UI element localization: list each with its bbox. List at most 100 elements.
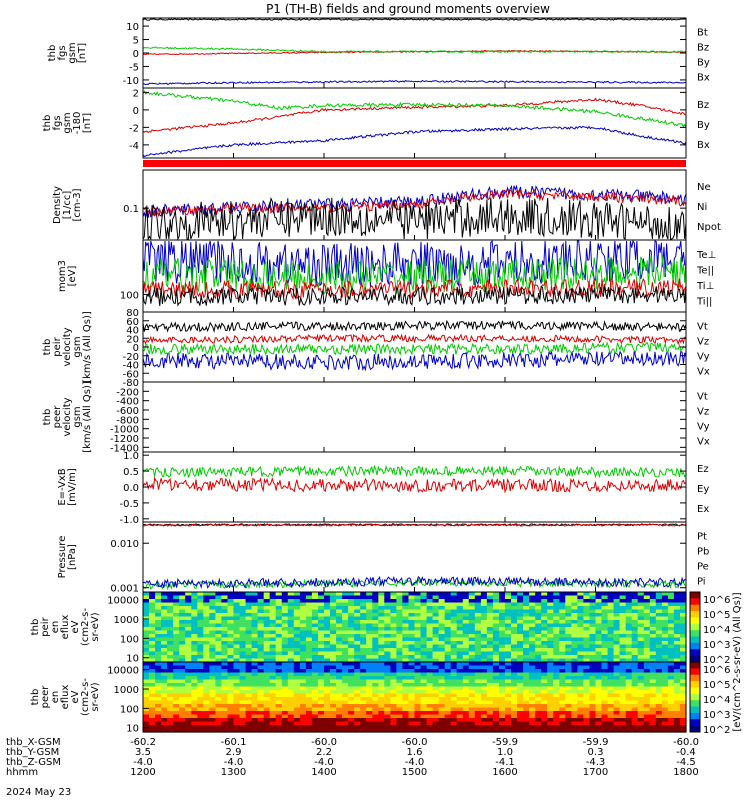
spectrogram-cell [414, 683, 422, 688]
spectrogram-cell [583, 690, 590, 695]
spectrogram-cell [649, 679, 657, 684]
spectrogram-cell [155, 679, 162, 684]
spectrogram-cell [318, 641, 325, 646]
spectrogram-cell [143, 641, 150, 646]
spectrogram-cell [589, 651, 597, 656]
spectrogram-cell [486, 683, 494, 688]
spectrogram-cell [257, 651, 265, 656]
spectrogram-cell [529, 721, 536, 726]
spectrogram-cell [420, 704, 428, 709]
spectrogram-cell [577, 711, 584, 716]
spectrogram-cell [547, 644, 554, 649]
spectrogram-cell [589, 693, 597, 698]
spectrogram-cell [336, 704, 343, 709]
spectrogram-cell [197, 704, 204, 709]
spectrogram-cell [191, 718, 198, 723]
spectrogram-cell [275, 651, 283, 656]
spectrogram-cell [173, 686, 180, 691]
spectrogram-cell [673, 679, 681, 684]
spectrogram-cell [667, 644, 675, 649]
spectrogram-cell [595, 634, 603, 639]
spectrogram-cell [607, 725, 615, 730]
colorbar-frame [689, 661, 701, 733]
spectrogram-cell [155, 658, 162, 663]
spectrogram-cell [631, 676, 639, 681]
spectrogram-cell [330, 613, 337, 618]
spectrogram-cell [559, 704, 566, 709]
y-axis-label: (cm2-s- [80, 678, 91, 716]
spectrogram-cell [438, 648, 446, 653]
spectrogram-cell [263, 648, 271, 653]
spectrogram-cell [179, 721, 186, 726]
spectrogram-cell [492, 627, 500, 632]
spectrogram-cell [480, 602, 488, 607]
spectrogram-cell [511, 651, 518, 656]
spectrogram-cell [311, 683, 319, 688]
spectrogram-cell [529, 686, 536, 691]
spectrogram-cell [420, 669, 428, 674]
spectrogram-cell [601, 693, 609, 698]
colorbar-swatch [690, 712, 700, 720]
spectrogram-cell [360, 728, 367, 733]
spectrogram-cell [209, 602, 216, 607]
spectrogram-cell [667, 683, 675, 688]
spectrogram-cell [667, 697, 675, 702]
spectrogram-cell [547, 651, 554, 656]
spectrogram-cell [384, 676, 391, 681]
spectrogram-cell [293, 704, 301, 709]
y-axis-label: [nT] [82, 113, 93, 133]
spectrogram-cell [523, 662, 530, 667]
spectrogram-cell [269, 728, 277, 733]
spectrogram-cell [402, 679, 409, 684]
spectrogram-cell [499, 679, 506, 684]
spectrogram-cell [625, 595, 633, 600]
spectrogram-cell [402, 648, 409, 653]
spectrogram-cell [360, 613, 367, 618]
spectrogram-cell [571, 662, 578, 667]
spectrogram-cell [523, 693, 530, 698]
spectrogram-cell [492, 665, 500, 670]
spectrogram-cell [390, 704, 397, 709]
spectrogram-cell [607, 686, 615, 691]
spectrogram-cell [583, 616, 590, 621]
spectrogram-cell [167, 707, 174, 712]
spectrogram-cell [589, 616, 597, 621]
spectrogram-cell [336, 721, 343, 726]
spectrogram-cell [583, 669, 590, 674]
spectrogram-cell [233, 616, 241, 621]
spectrogram-cell [239, 665, 247, 670]
spectrogram-cell [517, 595, 524, 600]
spectrogram-cell [462, 648, 470, 653]
spectrogram-cell [245, 665, 253, 670]
spectrogram-cell [547, 676, 554, 681]
spectrogram-cell [360, 662, 367, 667]
panel-1 [142, 17, 687, 89]
spectrogram-cell [191, 693, 198, 698]
spectrogram-cell [511, 592, 518, 597]
spectrogram-cell [209, 616, 216, 621]
spectrogram-cell [209, 665, 216, 670]
spectrogram-cell [311, 669, 319, 674]
spectrogram-cell [613, 697, 621, 702]
spectrogram-cell [565, 623, 572, 628]
spectrogram-cell [311, 637, 319, 642]
spectrogram-cell [680, 714, 687, 719]
spectrogram-cell [366, 704, 373, 709]
spectrogram-cell [197, 721, 204, 726]
spectrogram-cell [607, 693, 615, 698]
spectrogram-cell [571, 630, 578, 635]
spectrogram-cell [179, 606, 186, 611]
spectrogram-cell [565, 599, 572, 604]
spectrogram-cell [559, 672, 566, 677]
spectrogram-cell [263, 595, 271, 600]
spectrogram-cell [221, 648, 228, 653]
spectrogram-cell [468, 700, 476, 705]
spectrogram-cell [462, 599, 470, 604]
spectrogram-cell [547, 613, 554, 618]
colorbar-swatch [690, 674, 700, 682]
spectrogram-cell [143, 676, 150, 681]
spectrogram-cell [450, 690, 458, 695]
spectrogram-cell [468, 599, 476, 604]
spectrogram-cell [499, 623, 506, 628]
spectrogram-cell [366, 599, 373, 604]
